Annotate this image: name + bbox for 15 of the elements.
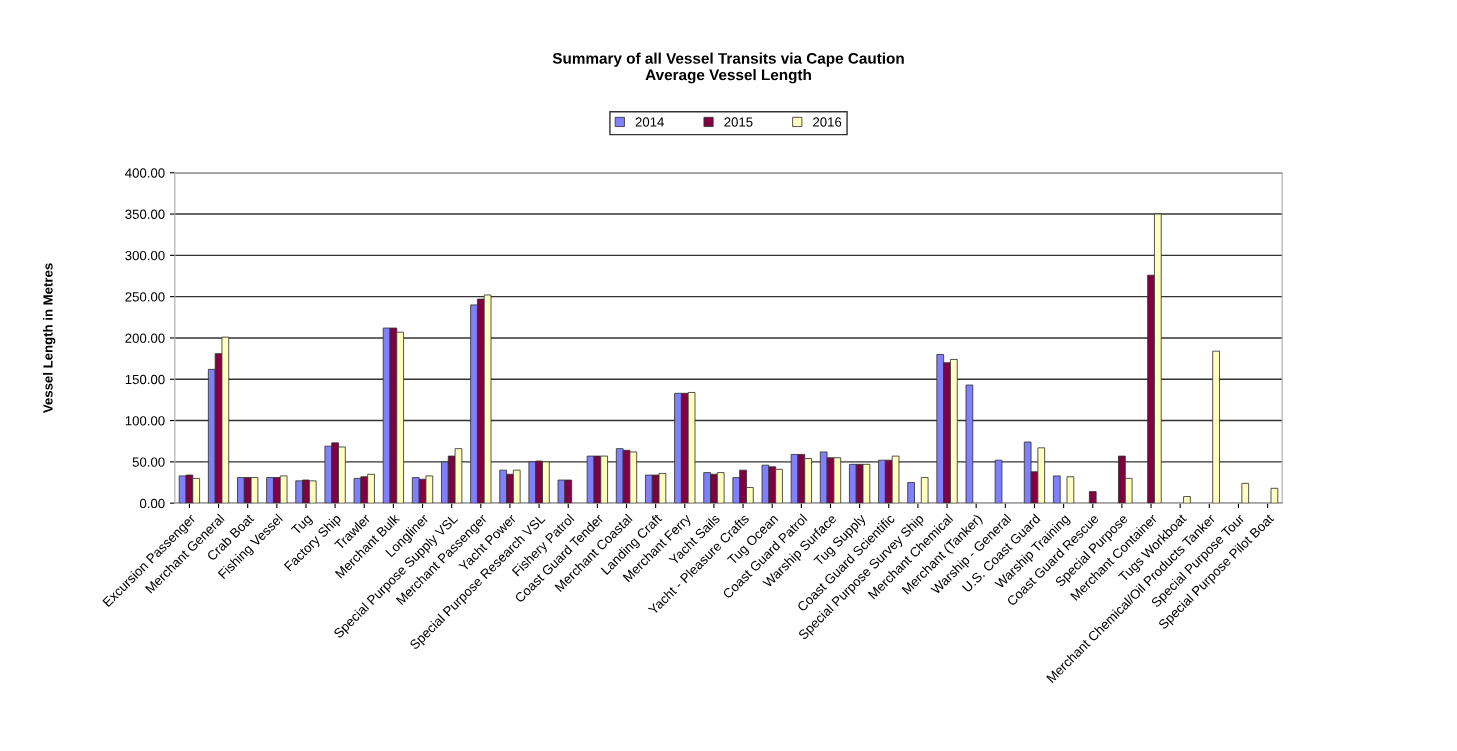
x-tick-label: Tug [290,513,315,538]
legend-label: 2015 [724,117,753,127]
y-tick-label: 250.00 [125,292,165,302]
y-tick-label: 0.00 [139,498,165,509]
y-tick-label: 200.00 [125,333,165,343]
y-tick-label: 100.00 [125,416,165,426]
y-axis-title: Vessel Length in Metres [42,263,56,414]
y-tick-label: 300.00 [125,250,165,261]
y-tick-label: 400.00 [125,168,165,178]
chart-title: Summary of all Vessel Transits via Cape Caution Average Vessel Length [552,52,904,84]
y-tick-label: 350.00 [125,209,165,219]
legend-label: 2014 [635,117,664,127]
legend-label: 2016 [813,117,842,127]
y-tick-label: 50.00 [132,457,165,467]
y-tick-label: 150.00 [125,374,165,385]
